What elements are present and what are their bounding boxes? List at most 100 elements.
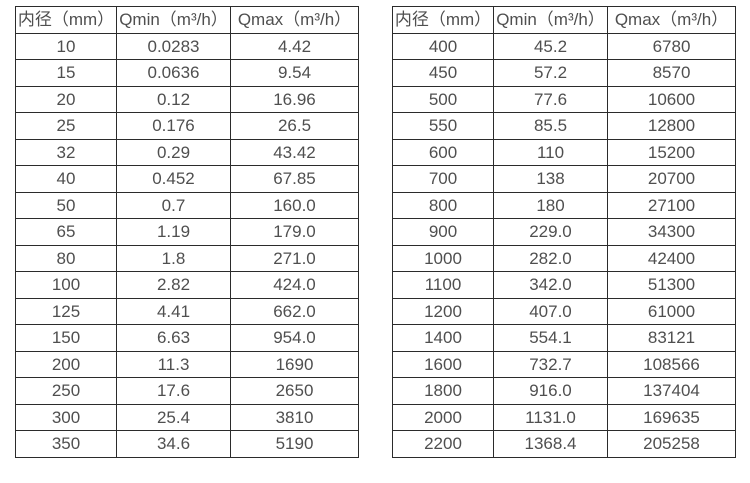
table-cell: 57.2 bbox=[493, 59, 608, 87]
table-cell: 110 bbox=[493, 138, 608, 166]
table-cell: 1690 bbox=[230, 350, 359, 378]
header-inner-diameter: 内径（mm） bbox=[15, 6, 117, 34]
header-qmin: Qmin（m³/h） bbox=[116, 6, 231, 34]
table-cell: 1600 bbox=[392, 350, 494, 378]
table-cell: 1100 bbox=[392, 271, 494, 299]
table-cell: 342.0 bbox=[493, 271, 608, 299]
table-row: 10 0.0283 4.42 bbox=[15, 32, 359, 60]
table-cell: 424.0 bbox=[230, 271, 359, 299]
table-cell: 8570 bbox=[607, 59, 736, 87]
table-cell: 250 bbox=[15, 377, 117, 405]
table-cell: 42400 bbox=[607, 244, 736, 272]
table-cell: 550 bbox=[392, 112, 494, 140]
table-cell: 10 bbox=[15, 32, 117, 60]
table-body-small-diameters: 10 0.0283 4.42 15 0.0636 9.54 20 0.12 16.96 25 0.1… bbox=[15, 32, 359, 458]
table-cell: 108566 bbox=[607, 350, 736, 378]
table-cell: 1400 bbox=[392, 324, 494, 352]
table-cell: 27100 bbox=[607, 191, 736, 219]
table-cell: 271.0 bbox=[230, 244, 359, 272]
table-cell: 662.0 bbox=[230, 297, 359, 325]
table-row: 250 17.6 2650 bbox=[15, 377, 359, 405]
table-cell: 67.85 bbox=[230, 165, 359, 193]
table-cell: 554.1 bbox=[493, 324, 608, 352]
table-row: 2200 1368.4 205258 bbox=[392, 430, 736, 458]
table-row: 65 1.19 179.0 bbox=[15, 218, 359, 246]
table-cell: 954.0 bbox=[230, 324, 359, 352]
table-cell: 4.41 bbox=[116, 297, 231, 325]
header-qmin: Qmin（m³/h） bbox=[493, 6, 608, 34]
table-cell: 45.2 bbox=[493, 32, 608, 60]
table-cell: 65 bbox=[15, 218, 117, 246]
table-cell: 900 bbox=[392, 218, 494, 246]
table-row: 15 0.0636 9.54 bbox=[15, 59, 359, 87]
table-cell: 407.0 bbox=[493, 297, 608, 325]
table-cell: 180 bbox=[493, 191, 608, 219]
header-qmax: Qmax（m³/h） bbox=[607, 6, 736, 34]
table-cell: 83121 bbox=[607, 324, 736, 352]
table-cell: 43.42 bbox=[230, 138, 359, 166]
table-row: 50 0.7 160.0 bbox=[15, 191, 359, 219]
table-cell: 800 bbox=[392, 191, 494, 219]
table-body-large-diameters: 400 45.2 6780 450 57.2 8570 500 77.6 10600 550 85.… bbox=[392, 32, 736, 458]
table-cell: 169635 bbox=[607, 403, 736, 431]
table-cell: 40 bbox=[15, 165, 117, 193]
table-cell: 1200 bbox=[392, 297, 494, 325]
table-cell: 51300 bbox=[607, 271, 736, 299]
table-row: 1600 732.7 108566 bbox=[392, 350, 736, 378]
table-row: 1200 407.0 61000 bbox=[392, 297, 736, 325]
table-cell: 61000 bbox=[607, 297, 736, 325]
table-cell: 2000 bbox=[392, 403, 494, 431]
table-cell: 15200 bbox=[607, 138, 736, 166]
table-row: 700 138 20700 bbox=[392, 165, 736, 193]
table-row: 1000 282.0 42400 bbox=[392, 244, 736, 272]
table-cell: 0.0636 bbox=[116, 59, 231, 87]
table-row: 20 0.12 16.96 bbox=[15, 85, 359, 113]
table-cell: 916.0 bbox=[493, 377, 608, 405]
header-row: 内径（mm） Qmin（m³/h） Qmax（m³/h） bbox=[392, 6, 736, 34]
table-cell: 2650 bbox=[230, 377, 359, 405]
table-cell: 1368.4 bbox=[493, 430, 608, 458]
table-cell: 450 bbox=[392, 59, 494, 87]
table-cell: 20 bbox=[15, 85, 117, 113]
table-row: 300 25.4 3810 bbox=[15, 403, 359, 431]
table-cell: 1.19 bbox=[116, 218, 231, 246]
table-row: 550 85.5 12800 bbox=[392, 112, 736, 140]
table-cell: 3810 bbox=[230, 403, 359, 431]
table-cell: 350 bbox=[15, 430, 117, 458]
table-cell: 16.96 bbox=[230, 85, 359, 113]
table-cell: 20700 bbox=[607, 165, 736, 193]
table-cell: 1.8 bbox=[116, 244, 231, 272]
table-cell: 0.176 bbox=[116, 112, 231, 140]
table-cell: 17.6 bbox=[116, 377, 231, 405]
flow-rate-tables-page: 内径（mm） Qmin（m³/h） Qmax（m³/h） 10 0.0283 4.4… bbox=[15, 6, 736, 458]
table-row: 800 180 27100 bbox=[392, 191, 736, 219]
table-row: 500 77.6 10600 bbox=[392, 85, 736, 113]
table-cell: 34.6 bbox=[116, 430, 231, 458]
table-row: 2000 1131.0 169635 bbox=[392, 403, 736, 431]
table-row: 600 110 15200 bbox=[392, 138, 736, 166]
table-cell: 137404 bbox=[607, 377, 736, 405]
table-cell: 12800 bbox=[607, 112, 736, 140]
table-cell: 100 bbox=[15, 271, 117, 299]
table-cell: 6780 bbox=[607, 32, 736, 60]
table-cell: 0.452 bbox=[116, 165, 231, 193]
table-cell: 25.4 bbox=[116, 403, 231, 431]
table-cell: 732.7 bbox=[493, 350, 608, 378]
table-row: 100 2.82 424.0 bbox=[15, 271, 359, 299]
flow-table-large-diameters: 内径（mm） Qmin（m³/h） Qmax（m³/h） 400 45.2 6780… bbox=[392, 6, 736, 458]
table-cell: 138 bbox=[493, 165, 608, 193]
table-cell: 15 bbox=[15, 59, 117, 87]
table-cell: 600 bbox=[392, 138, 494, 166]
table-cell: 80 bbox=[15, 244, 117, 272]
table-cell: 9.54 bbox=[230, 59, 359, 87]
table-row: 450 57.2 8570 bbox=[392, 59, 736, 87]
table-cell: 77.6 bbox=[493, 85, 608, 113]
table-cell: 34300 bbox=[607, 218, 736, 246]
table-row: 125 4.41 662.0 bbox=[15, 297, 359, 325]
table-cell: 400 bbox=[392, 32, 494, 60]
table-cell: 6.63 bbox=[116, 324, 231, 352]
table-cell: 0.12 bbox=[116, 85, 231, 113]
table-cell: 150 bbox=[15, 324, 117, 352]
table-row: 400 45.2 6780 bbox=[392, 32, 736, 60]
table-cell: 0.29 bbox=[116, 138, 231, 166]
